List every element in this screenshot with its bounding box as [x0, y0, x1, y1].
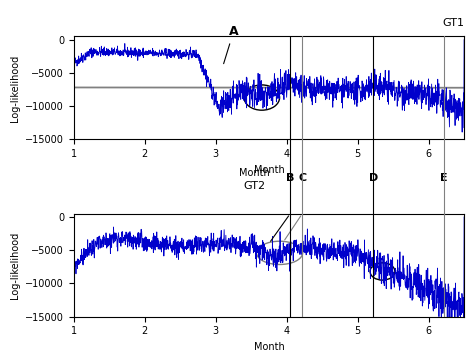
Text: Month: Month: [239, 168, 270, 178]
Text: B: B: [286, 173, 295, 183]
Y-axis label: Log-likelihood: Log-likelihood: [10, 54, 20, 122]
Text: GT2: GT2: [244, 181, 266, 191]
X-axis label: Month: Month: [254, 165, 284, 175]
Text: GT1: GT1: [442, 18, 464, 28]
Text: A: A: [224, 25, 238, 64]
Text: C: C: [298, 173, 307, 183]
Y-axis label: Log-likelihood: Log-likelihood: [10, 232, 20, 299]
Text: E: E: [440, 173, 448, 183]
X-axis label: Month: Month: [254, 342, 284, 352]
Text: D: D: [368, 173, 378, 183]
